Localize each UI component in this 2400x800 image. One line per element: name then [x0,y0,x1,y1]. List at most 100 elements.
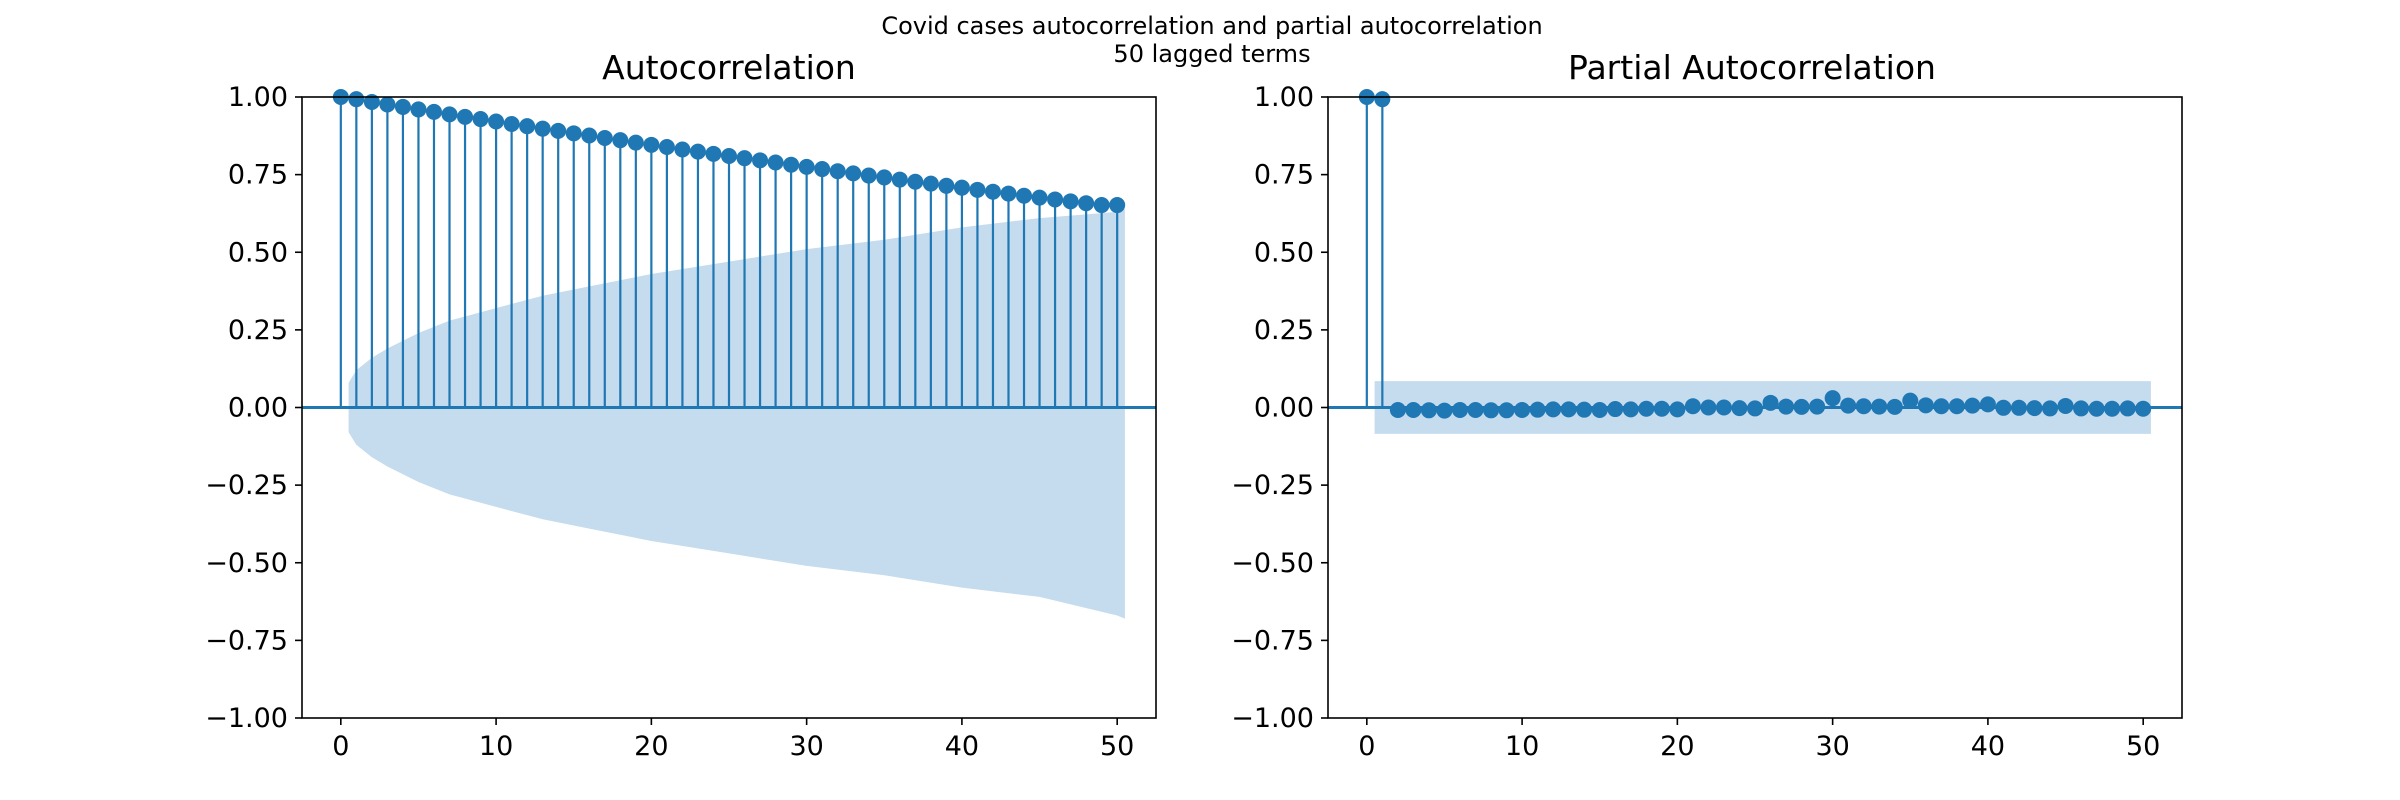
pacf-point [1436,402,1453,419]
pacf-y-tick-label: −1.00 [1231,703,1314,734]
acf-point [705,145,722,162]
acf-point [969,181,986,198]
acf-x-tick-label: 50 [1100,731,1134,762]
pacf-point [1948,398,1965,415]
pacf-point [1483,402,1500,419]
acf-point [363,93,380,110]
pacf-point [2104,400,2121,417]
acf-y-tick-label: 0.00 [228,393,288,424]
acf-point [581,127,598,144]
pacf-point [1871,398,1888,415]
acf-point [829,163,846,180]
acf-point [953,179,970,196]
acf-point [752,152,769,169]
pacf-point [1498,402,1515,419]
pacf-point [1747,400,1763,417]
acf-y-tick-label: −1.00 [205,703,288,734]
acf-y-tick-label: −0.75 [205,625,288,656]
acf-x-tick-label: 30 [789,731,823,762]
pacf-y-tick-label: −0.75 [1231,625,1314,656]
pacf-y-tick-label: 0.75 [1254,160,1314,191]
pacf-point [1840,397,1857,414]
acf-point [674,141,691,158]
pacf-point [1964,397,1981,414]
pacf-point [2057,397,2074,414]
pacf-point [1824,390,1841,407]
pacf-panel: Partial Autocorrelation 0 10 20 30 40 50 −1.00… [1231,48,2183,762]
acf-point [658,138,675,155]
pacf-point [1855,398,1872,415]
pacf-x-tick-label: 0 [1358,731,1375,762]
pacf-point [1715,399,1732,416]
acf-y-tick-label: 0.25 [228,315,288,346]
acf-point [472,111,489,128]
pacf-y-tick-label: −0.50 [1231,548,1314,579]
pacf-y-tick-label: 1.00 [1254,82,1314,113]
acf-y-tick-label: −0.50 [205,548,288,579]
pacf-point [1700,399,1717,416]
acf-point [643,136,660,153]
acf-point [457,108,474,125]
pacf-x-tick-label: 20 [1660,731,1694,762]
pacf-point [1576,401,1593,418]
acf-point [596,129,613,146]
acf-x-tick-label: 40 [945,731,979,762]
acf-point [783,156,800,173]
acf-point [891,171,908,188]
acf-point [394,98,411,115]
acf-point [1093,197,1110,214]
acf-y-tick-label: −0.25 [205,470,288,501]
pacf-point [1995,399,2012,416]
pacf-x-tick-label: 40 [1971,731,2005,762]
acf-point [721,147,737,164]
acf-x-tick-label: 20 [634,731,668,762]
pacf-point [1653,400,1670,417]
acf-point [736,150,753,167]
pacf-point [1389,401,1406,418]
acf-point [1047,191,1064,208]
acf-point [922,175,939,192]
pacf-x-tick-label: 10 [1505,731,1539,762]
acf-point [984,183,1001,200]
pacf-point [1793,398,1810,415]
acf-point [488,113,505,130]
acf-y-tick-label: 0.50 [228,237,288,268]
pacf-point [1809,398,1826,415]
pacf-point [1560,401,1577,418]
acf-point [565,125,582,142]
pacf-point [1979,396,1996,413]
pacf-title: Partial Autocorrelation [1568,48,1936,87]
pacf-x-tick-label: 50 [2126,731,2160,762]
acf-title: Autocorrelation [602,48,856,87]
pacf-point [1514,401,1531,418]
acf-point [550,122,567,139]
pacf-point [1374,91,1391,108]
pacf-point [1669,401,1686,418]
acf-point [876,169,893,186]
acf-point [1062,193,1079,210]
pacf-point [1731,400,1748,417]
pacf-y-tick-label: 0.25 [1254,315,1314,346]
pacf-point [2010,399,2027,416]
acf-point [503,116,520,133]
acf-point [907,173,924,190]
acf-panel: Autocorrelation 0 10 20 30 40 50 −1.00 −0.75 −0.… [205,48,1157,762]
acf-point [612,132,629,149]
acf-point [814,161,831,178]
pacf-point [1886,398,1903,415]
pacf-y-tick-label: −0.25 [1231,470,1314,501]
pacf-point [1529,401,1546,418]
pacf-y-tick-label: 0.50 [1254,237,1314,268]
pacf-point [1405,401,1422,418]
acf-point [410,101,427,118]
acf-point [1016,187,1033,204]
pacf-point [2073,400,2090,417]
pacf-point [2119,400,2136,417]
pacf-point [1902,392,1919,409]
acf-point [627,134,644,151]
acf-point [767,154,784,171]
pacf-point [2026,400,2043,417]
pacf-point [1451,401,1468,418]
acf-point [441,106,458,123]
pacf-point [1778,398,1795,415]
